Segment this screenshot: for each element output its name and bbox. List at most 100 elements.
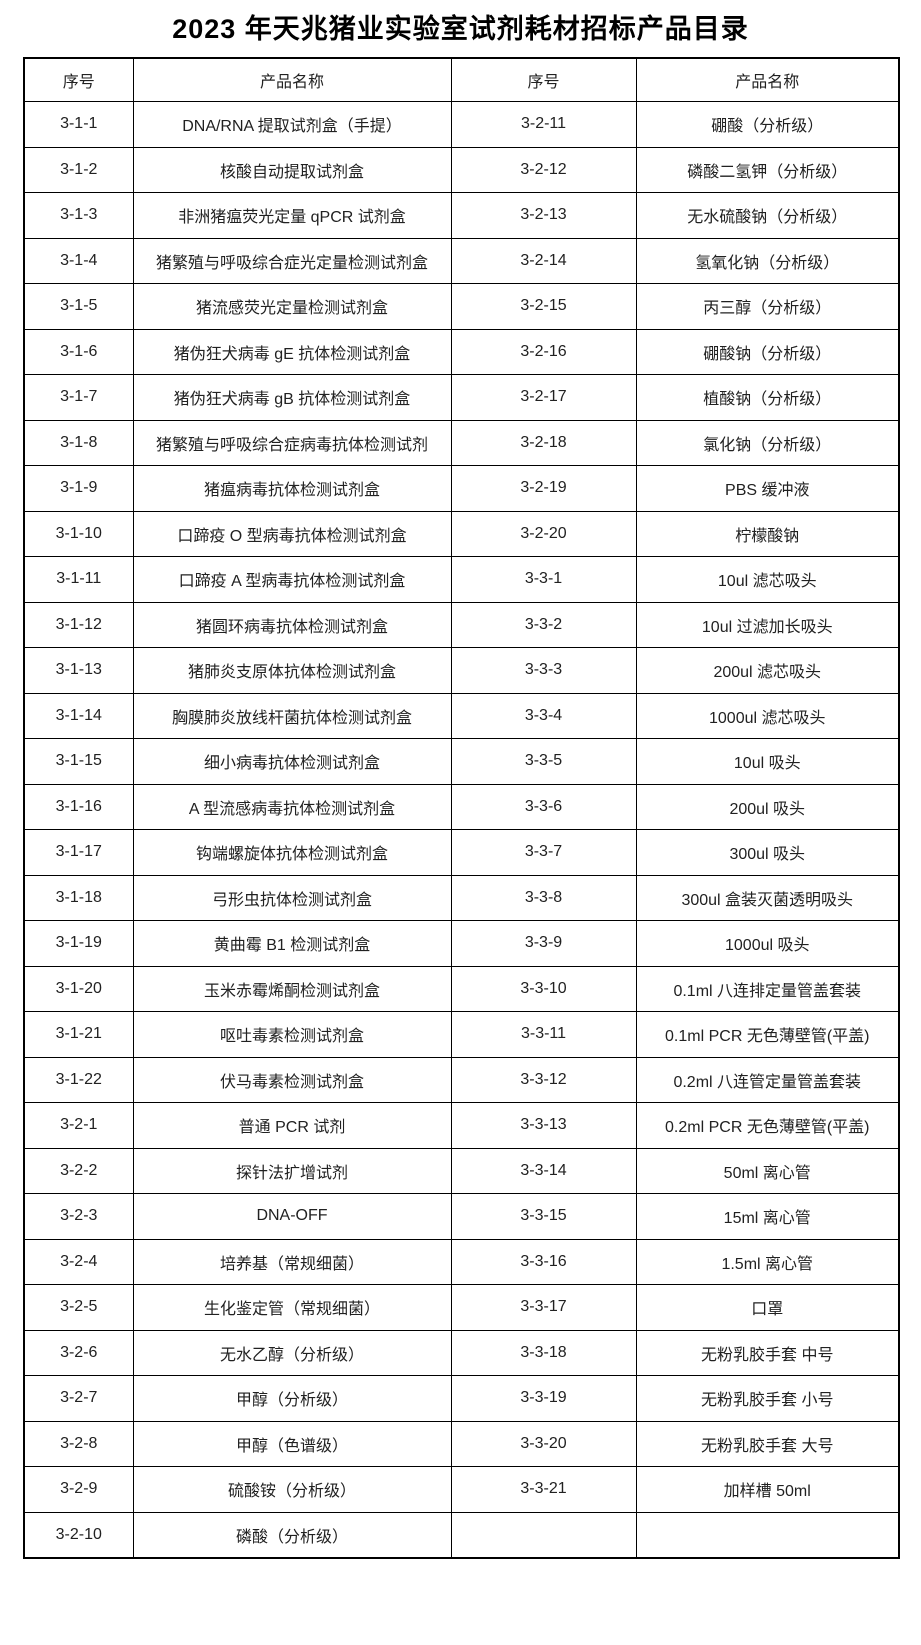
- cell-serial-number: 3-1-6: [23, 328, 134, 375]
- cell-serial-number: 3-3-9: [450, 920, 637, 967]
- catalog-table: 序号 产品名称 序号 产品名称 3-1-1 DNA/RNA 提取试剂盒（手提） 3-…: [23, 57, 900, 1559]
- cell-serial-number: 3-3-21: [450, 1466, 637, 1513]
- cell-serial-number: 3-1-20: [23, 965, 134, 1012]
- cell-serial-number: 3-3-10: [450, 965, 637, 1012]
- cell-product-name: 10ul 吸头: [635, 738, 900, 785]
- cell-product-name: 300ul 吸头: [635, 829, 900, 876]
- cell-serial-number: 3-3-13: [450, 1102, 637, 1149]
- cell-product-name: 柠檬酸钠: [635, 510, 900, 557]
- cell-product-name: 硼酸（分析级）: [635, 101, 900, 148]
- cell-serial-number: 3-2-9: [23, 1466, 134, 1513]
- cell-product-name: 玉米赤霉烯酮检测试剂盒: [132, 965, 452, 1012]
- cell-product-name: 200ul 滤芯吸头: [635, 647, 900, 694]
- cell-product-name: 细小病毒抗体检测试剂盒: [132, 738, 452, 785]
- cell-serial-number: 3-2-14: [450, 237, 637, 284]
- cell-product-name: 1.5ml 离心管: [635, 1238, 900, 1285]
- cell-serial-number: 3-2-2: [23, 1147, 134, 1194]
- column-header-product-right: 产品名称: [635, 57, 900, 102]
- cell-product-name: 伏马毒素检测试剂盒: [132, 1056, 452, 1103]
- cell-serial-number: 3-1-17: [23, 829, 134, 876]
- table-row: 3-1-5 猪流感荧光定量检测试剂盒 3-2-15 丙三醇（分析级）: [23, 283, 900, 330]
- cell-product-name: A 型流感病毒抗体检测试剂盒: [132, 783, 452, 830]
- cell-product-name: 硼酸钠（分析级）: [635, 328, 900, 375]
- cell-serial-number: 3-3-18: [450, 1329, 637, 1376]
- cell-product-name: 1000ul 滤芯吸头: [635, 692, 900, 739]
- cell-product-name: 钩端螺旋体抗体检测试剂盒: [132, 829, 452, 876]
- cell-serial-number: 3-3-5: [450, 738, 637, 785]
- page-title: 2023 年天兆猪业实验室试剂耗材招标产品目录: [172, 14, 749, 44]
- cell-product-name: 硫酸铵（分析级）: [132, 1466, 452, 1513]
- column-header-serial-right: 序号: [450, 57, 637, 102]
- cell-serial-number: 3-3-17: [450, 1284, 637, 1331]
- cell-product-name: 猪伪狂犬病毒 gE 抗体检测试剂盒: [132, 328, 452, 375]
- cell-product-name: 10ul 滤芯吸头: [635, 556, 900, 603]
- cell-product-name: DNA/RNA 提取试剂盒（手提）: [132, 101, 452, 148]
- cell-product-name: 丙三醇（分析级）: [635, 283, 900, 330]
- cell-serial-number: 3-1-22: [23, 1056, 134, 1103]
- cell-serial-number: 3-3-7: [450, 829, 637, 876]
- cell-serial-number: 3-2-10: [23, 1511, 134, 1559]
- cell-product-name: 猪流感荧光定量检测试剂盒: [132, 283, 452, 330]
- cell-serial-number: 3-2-7: [23, 1375, 134, 1422]
- cell-serial-number: 3-1-7: [23, 374, 134, 421]
- table-row: 3-2-6 无水乙醇（分析级） 3-3-18 无粉乳胶手套 中号: [23, 1329, 900, 1376]
- cell-product-name: 氢氧化钠（分析级）: [635, 237, 900, 284]
- table-row: 3-2-5 生化鉴定管（常规细菌） 3-3-17 口罩: [23, 1284, 900, 1331]
- table-row: 3-2-1 普通 PCR 试剂 3-3-13 0.2ml PCR 无色薄壁管(平盖): [23, 1102, 900, 1149]
- cell-product-name: 猪肺炎支原体抗体检测试剂盒: [132, 647, 452, 694]
- cell-product-name: 300ul 盒装灭菌透明吸头: [635, 874, 900, 921]
- cell-product-name: 弓形虫抗体检测试剂盒: [132, 874, 452, 921]
- cell-product-name: 培养基（常规细菌）: [132, 1238, 452, 1285]
- table-row: 3-1-9 猪瘟病毒抗体检测试剂盒 3-2-19 PBS 缓冲液: [23, 465, 900, 512]
- cell-serial-number: [450, 1511, 637, 1559]
- catalog-table-header: 序号 产品名称 序号 产品名称: [23, 57, 900, 102]
- table-row: 3-2-10 磷酸（分析级）: [23, 1511, 900, 1559]
- cell-product-name: 200ul 吸头: [635, 783, 900, 830]
- cell-serial-number: 3-2-3: [23, 1193, 134, 1240]
- cell-product-name: 0.1ml PCR 无色薄壁管(平盖): [635, 1011, 900, 1058]
- table-row: 3-1-10 口蹄疫 O 型病毒抗体检测试剂盒 3-2-20 柠檬酸钠: [23, 510, 900, 557]
- cell-product-name: 磷酸（分析级）: [132, 1511, 452, 1559]
- cell-product-name: 甲醇（色谱级）: [132, 1420, 452, 1467]
- cell-serial-number: 3-1-18: [23, 874, 134, 921]
- cell-product-name: 生化鉴定管（常规细菌）: [132, 1284, 452, 1331]
- cell-serial-number: 3-1-19: [23, 920, 134, 967]
- cell-serial-number: 3-3-4: [450, 692, 637, 739]
- column-header-serial-left: 序号: [23, 57, 134, 102]
- cell-product-name: 猪伪狂犬病毒 gB 抗体检测试剂盒: [132, 374, 452, 421]
- cell-serial-number: 3-3-20: [450, 1420, 637, 1467]
- cell-serial-number: 3-2-12: [450, 146, 637, 193]
- cell-serial-number: 3-3-11: [450, 1011, 637, 1058]
- cell-serial-number: 3-3-1: [450, 556, 637, 603]
- cell-product-name: 10ul 过滤加长吸头: [635, 601, 900, 648]
- cell-serial-number: 3-1-10: [23, 510, 134, 557]
- cell-product-name: [635, 1511, 900, 1559]
- cell-serial-number: 3-1-1: [23, 101, 134, 148]
- cell-serial-number: 3-1-21: [23, 1011, 134, 1058]
- table-row: 3-1-21 呕吐毒素检测试剂盒 3-3-11 0.1ml PCR 无色薄壁管(平盖): [23, 1011, 900, 1058]
- table-row: 3-1-11 口蹄疫 A 型病毒抗体检测试剂盒 3-3-1 10ul 滤芯吸头: [23, 556, 900, 603]
- cell-serial-number: 3-2-5: [23, 1284, 134, 1331]
- cell-serial-number: 3-3-16: [450, 1238, 637, 1285]
- cell-product-name: 猪繁殖与呼吸综合症病毒抗体检测试剂: [132, 419, 452, 466]
- cell-serial-number: 3-2-6: [23, 1329, 134, 1376]
- cell-product-name: 氯化钠（分析级）: [635, 419, 900, 466]
- cell-product-name: 口蹄疫 A 型病毒抗体检测试剂盒: [132, 556, 452, 603]
- cell-product-name: 口罩: [635, 1284, 900, 1331]
- cell-serial-number: 3-2-11: [450, 101, 637, 148]
- cell-product-name: 加样槽 50ml: [635, 1466, 900, 1513]
- table-row: 3-2-8 甲醇（色谱级） 3-3-20 无粉乳胶手套 大号: [23, 1420, 900, 1467]
- cell-product-name: 无粉乳胶手套 大号: [635, 1420, 900, 1467]
- cell-product-name: 猪繁殖与呼吸综合症光定量检测试剂盒: [132, 237, 452, 284]
- cell-serial-number: 3-2-4: [23, 1238, 134, 1285]
- cell-serial-number: 3-3-19: [450, 1375, 637, 1422]
- cell-product-name: 无水乙醇（分析级）: [132, 1329, 452, 1376]
- cell-product-name: DNA-OFF: [132, 1193, 452, 1240]
- cell-product-name: 无水硫酸钠（分析级）: [635, 192, 900, 239]
- cell-serial-number: 3-1-12: [23, 601, 134, 648]
- cell-product-name: 黄曲霉 B1 检测试剂盒: [132, 920, 452, 967]
- cell-serial-number: 3-1-3: [23, 192, 134, 239]
- cell-product-name: 口蹄疫 O 型病毒抗体检测试剂盒: [132, 510, 452, 557]
- table-row: 3-1-15 细小病毒抗体检测试剂盒 3-3-5 10ul 吸头: [23, 738, 900, 785]
